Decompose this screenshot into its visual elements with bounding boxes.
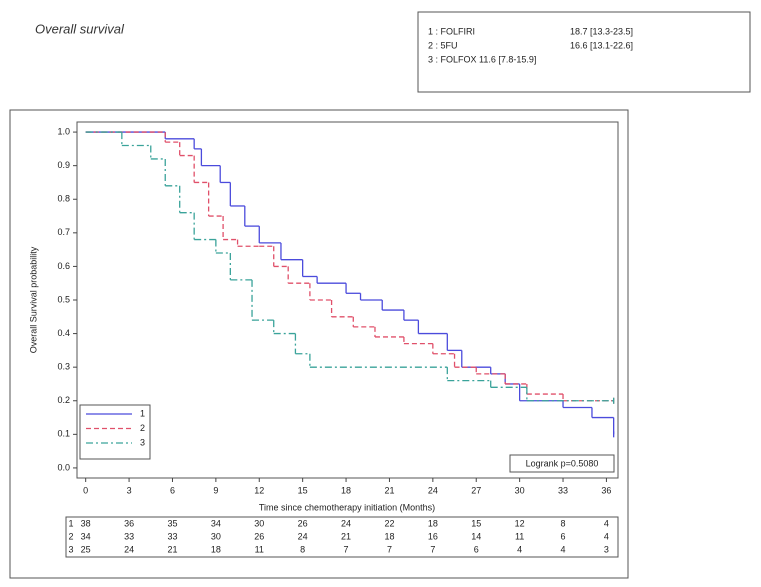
plot-area — [76, 121, 619, 479]
risk-count: 21 — [341, 531, 351, 541]
risk-count: 30 — [254, 518, 264, 528]
risk-count: 18 — [211, 544, 221, 554]
risk-count: 4 — [561, 544, 566, 554]
risk-row-label: 2 — [68, 531, 73, 541]
x-tick-label: 12 — [254, 485, 264, 495]
risk-count: 18 — [428, 518, 438, 528]
risk-count: 34 — [81, 531, 91, 541]
risk-count: 33 — [124, 531, 134, 541]
risk-count: 24 — [124, 544, 134, 554]
chart-title: Overall survival — [35, 21, 125, 36]
median-value: 16.6 [13.1-22.6] — [570, 40, 633, 50]
y-tick-label: 0.4 — [57, 328, 70, 338]
risk-count: 6 — [474, 544, 479, 554]
risk-count: 16 — [428, 531, 438, 541]
risk-count: 7 — [430, 544, 435, 554]
risk-count: 3 — [604, 544, 609, 554]
risk-count: 12 — [515, 518, 525, 528]
y-tick-label: 0.0 — [57, 462, 70, 472]
y-tick-label: 0.5 — [57, 294, 70, 304]
risk-count: 8 — [561, 518, 566, 528]
risk-count: 36 — [124, 518, 134, 528]
risk-table — [65, 516, 619, 558]
figure-frame — [9, 109, 629, 579]
x-axis-label: Time since chemotherapy initiation (Mont… — [259, 502, 435, 512]
risk-count: 26 — [298, 518, 308, 528]
risk-count: 15 — [471, 518, 481, 528]
y-tick-label: 0.9 — [57, 160, 70, 170]
median-label: 2 : 5FU — [428, 40, 458, 50]
risk-count: 33 — [167, 531, 177, 541]
logrank-annotation: Logrank p=0.5080 — [526, 458, 599, 468]
risk-count: 11 — [255, 544, 264, 554]
median-label: 1 : FOLFIRI — [428, 26, 475, 36]
risk-count: 30 — [211, 531, 221, 541]
x-tick-label: 36 — [601, 485, 611, 495]
risk-count: 4 — [604, 531, 609, 541]
median-box — [417, 11, 751, 93]
x-tick-label: 21 — [384, 485, 394, 495]
risk-count: 11 — [515, 531, 524, 541]
risk-count: 4 — [604, 518, 609, 528]
risk-row-label: 3 — [68, 544, 73, 554]
risk-count: 35 — [167, 518, 177, 528]
x-tick-label: 33 — [558, 485, 568, 495]
y-tick-label: 1.0 — [57, 126, 70, 136]
x-tick-label: 18 — [341, 485, 351, 495]
legend-label: 2 — [140, 423, 145, 433]
x-tick-label: 9 — [213, 485, 218, 495]
risk-count: 18 — [384, 531, 394, 541]
legend-label: 1 — [140, 408, 145, 418]
risk-count: 22 — [384, 518, 394, 528]
risk-count: 7 — [387, 544, 392, 554]
median-value: 18.7 [13.3-23.5] — [570, 26, 633, 36]
y-tick-label: 0.8 — [57, 194, 70, 204]
risk-count: 14 — [471, 531, 481, 541]
x-tick-label: 27 — [471, 485, 481, 495]
risk-count: 21 — [167, 544, 177, 554]
risk-count: 8 — [300, 544, 305, 554]
x-tick-label: 3 — [127, 485, 132, 495]
logrank-box — [509, 454, 615, 473]
x-tick-label: 0 — [83, 485, 88, 495]
y-tick-label: 0.1 — [57, 429, 70, 439]
risk-count: 4 — [517, 544, 522, 554]
median-label: 3 : FOLFOX 11.6 [7.8-15.9] — [428, 54, 536, 64]
y-axis-label: Overall Survival probability — [28, 246, 38, 353]
risk-count: 7 — [344, 544, 349, 554]
risk-count: 26 — [254, 531, 264, 541]
risk-count: 34 — [211, 518, 221, 528]
x-tick-label: 15 — [298, 485, 308, 495]
x-tick-label: 24 — [428, 485, 438, 495]
legend-box — [79, 404, 151, 460]
risk-row-label: 1 — [68, 518, 73, 528]
risk-count: 25 — [81, 544, 91, 554]
risk-count: 38 — [81, 518, 91, 528]
y-tick-label: 0.3 — [57, 362, 70, 372]
y-tick-label: 0.6 — [57, 261, 70, 271]
risk-count: 24 — [298, 531, 308, 541]
y-tick-label: 0.2 — [57, 395, 70, 405]
y-tick-label: 0.7 — [57, 227, 70, 237]
risk-count: 24 — [341, 518, 351, 528]
x-tick-label: 6 — [170, 485, 175, 495]
legend-label: 3 — [140, 437, 145, 447]
risk-count: 6 — [561, 531, 566, 541]
x-tick-label: 30 — [515, 485, 525, 495]
